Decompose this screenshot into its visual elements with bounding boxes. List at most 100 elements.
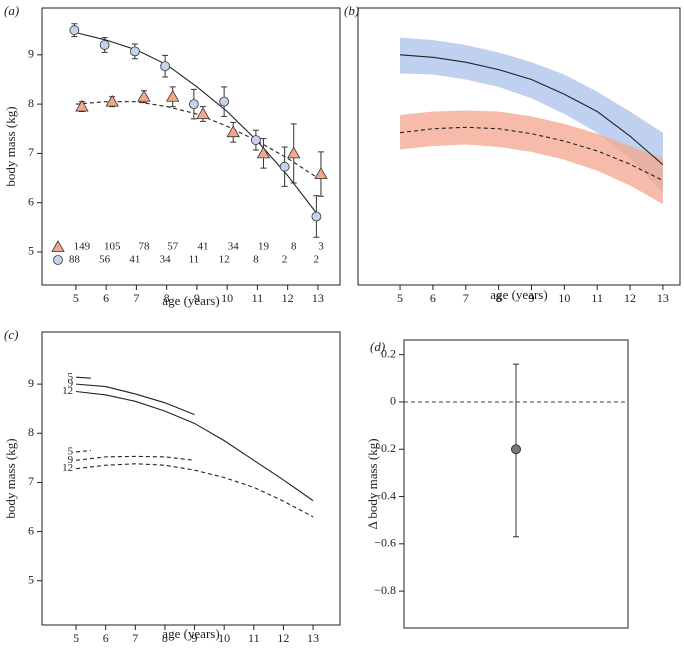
y-tick-label: 0 (390, 394, 396, 408)
panel-label: (d) (370, 339, 385, 354)
fit-line (399, 126, 664, 182)
x-tick-label: 8 (162, 631, 168, 644)
circle-marker (250, 135, 261, 145)
triangle-marker (166, 89, 180, 102)
x-tick-label: 10 (558, 291, 570, 305)
line (76, 449, 91, 453)
count-label: 57 (167, 241, 179, 253)
x-tick-label: 9 (528, 291, 534, 305)
plot-frame (403, 339, 629, 629)
line-label: 9 (68, 454, 74, 466)
x-tick-label: 13 (657, 291, 669, 305)
x-tick-label: 12 (282, 291, 294, 305)
count-label: 41 (197, 241, 208, 253)
y-tick-label: 9 (28, 47, 34, 61)
circle-marker (279, 161, 290, 172)
line (76, 390, 314, 502)
line (76, 463, 314, 518)
count-label: 41 (129, 254, 140, 266)
count-label: 105 (104, 241, 121, 253)
triangle-marker (256, 146, 271, 159)
legend-marker (53, 255, 63, 265)
count-label: 56 (99, 254, 111, 266)
line (76, 376, 91, 379)
plot-frame (41, 331, 341, 626)
fit-line (400, 54, 664, 166)
triangle-marker (226, 125, 240, 138)
count-label: 88 (69, 254, 81, 266)
x-tick-label: 5 (73, 631, 79, 644)
triangle-marker (196, 107, 210, 119)
x-tick-label: 10 (218, 631, 230, 644)
count-label: 2 (282, 254, 288, 266)
triangle-marker (137, 89, 151, 102)
circle-marker (311, 211, 322, 222)
y-axis-label: body mass (kg) (3, 438, 18, 518)
confidence-band (400, 110, 663, 205)
triangle-marker (105, 94, 119, 107)
x-axis-label: age (years) (162, 293, 219, 308)
y-tick-label: 9 (28, 376, 34, 390)
x-tick-label: 6 (103, 631, 109, 644)
count-label: 149 (74, 241, 91, 253)
line-label: 12 (62, 462, 73, 474)
line-label: 12 (62, 385, 73, 397)
x-tick-label: 13 (307, 631, 319, 644)
triangle-marker (314, 167, 328, 180)
x-tick-label: 7 (133, 291, 139, 305)
line-label: 5 (68, 445, 74, 457)
confidence-band (400, 37, 663, 193)
y-tick-label: 8 (28, 425, 34, 439)
count-label: 8 (291, 241, 297, 253)
count-label: 19 (258, 241, 270, 253)
x-tick-label: 11 (248, 631, 260, 644)
count-label: 3 (318, 241, 324, 253)
count-label: 34 (228, 241, 240, 253)
y-axis-label: body mass (kg) (3, 106, 18, 186)
count-label: 2 (314, 254, 320, 266)
y-tick-label: 7 (28, 145, 34, 159)
legend-marker (51, 240, 65, 252)
plot-frame (41, 7, 341, 286)
panel-label: (a) (4, 3, 19, 18)
y-tick-label: −0.8 (374, 583, 396, 597)
y-tick-label: −0.2 (374, 441, 396, 455)
x-tick-label: 13 (312, 291, 324, 305)
y-axis-label: Δ body mass (kg) (365, 438, 380, 529)
count-label: 11 (189, 254, 200, 266)
x-tick-label: 11 (591, 291, 603, 305)
panel-label: (c) (4, 327, 18, 342)
count-label: 78 (138, 241, 150, 253)
count-label: 12 (219, 254, 230, 266)
x-tick-label: 5 (73, 291, 79, 305)
x-tick-label: 12 (624, 291, 636, 305)
x-tick-label: 9 (194, 291, 200, 305)
y-tick-label: 7 (28, 474, 34, 488)
fit-line (75, 32, 319, 216)
circle-marker (129, 46, 140, 57)
y-tick-label: 6 (28, 194, 34, 208)
x-tick-label: 6 (430, 291, 436, 305)
x-tick-label: 8 (496, 291, 502, 305)
count-label: 8 (253, 254, 259, 266)
circle-marker (160, 61, 171, 72)
triangle-marker (287, 146, 301, 159)
line (76, 383, 195, 416)
y-tick-label: 5 (28, 244, 34, 258)
fit-line (75, 101, 319, 179)
y-tick-label: 0.2 (381, 346, 396, 360)
triangle-marker (75, 99, 89, 112)
x-tick-label: 6 (103, 291, 109, 305)
y-tick-label: 6 (28, 523, 34, 537)
y-tick-label: −0.4 (374, 488, 396, 502)
x-tick-label: 11 (252, 291, 264, 305)
x-tick-label: 9 (192, 631, 198, 644)
x-axis-label: age (years) (490, 287, 547, 302)
y-tick-label: 5 (28, 573, 34, 587)
circle-marker (99, 40, 110, 50)
x-tick-label: 5 (397, 291, 403, 305)
x-tick-label: 12 (277, 631, 289, 644)
y-tick-label: 8 (28, 96, 34, 110)
line-label: 9 (68, 378, 74, 390)
